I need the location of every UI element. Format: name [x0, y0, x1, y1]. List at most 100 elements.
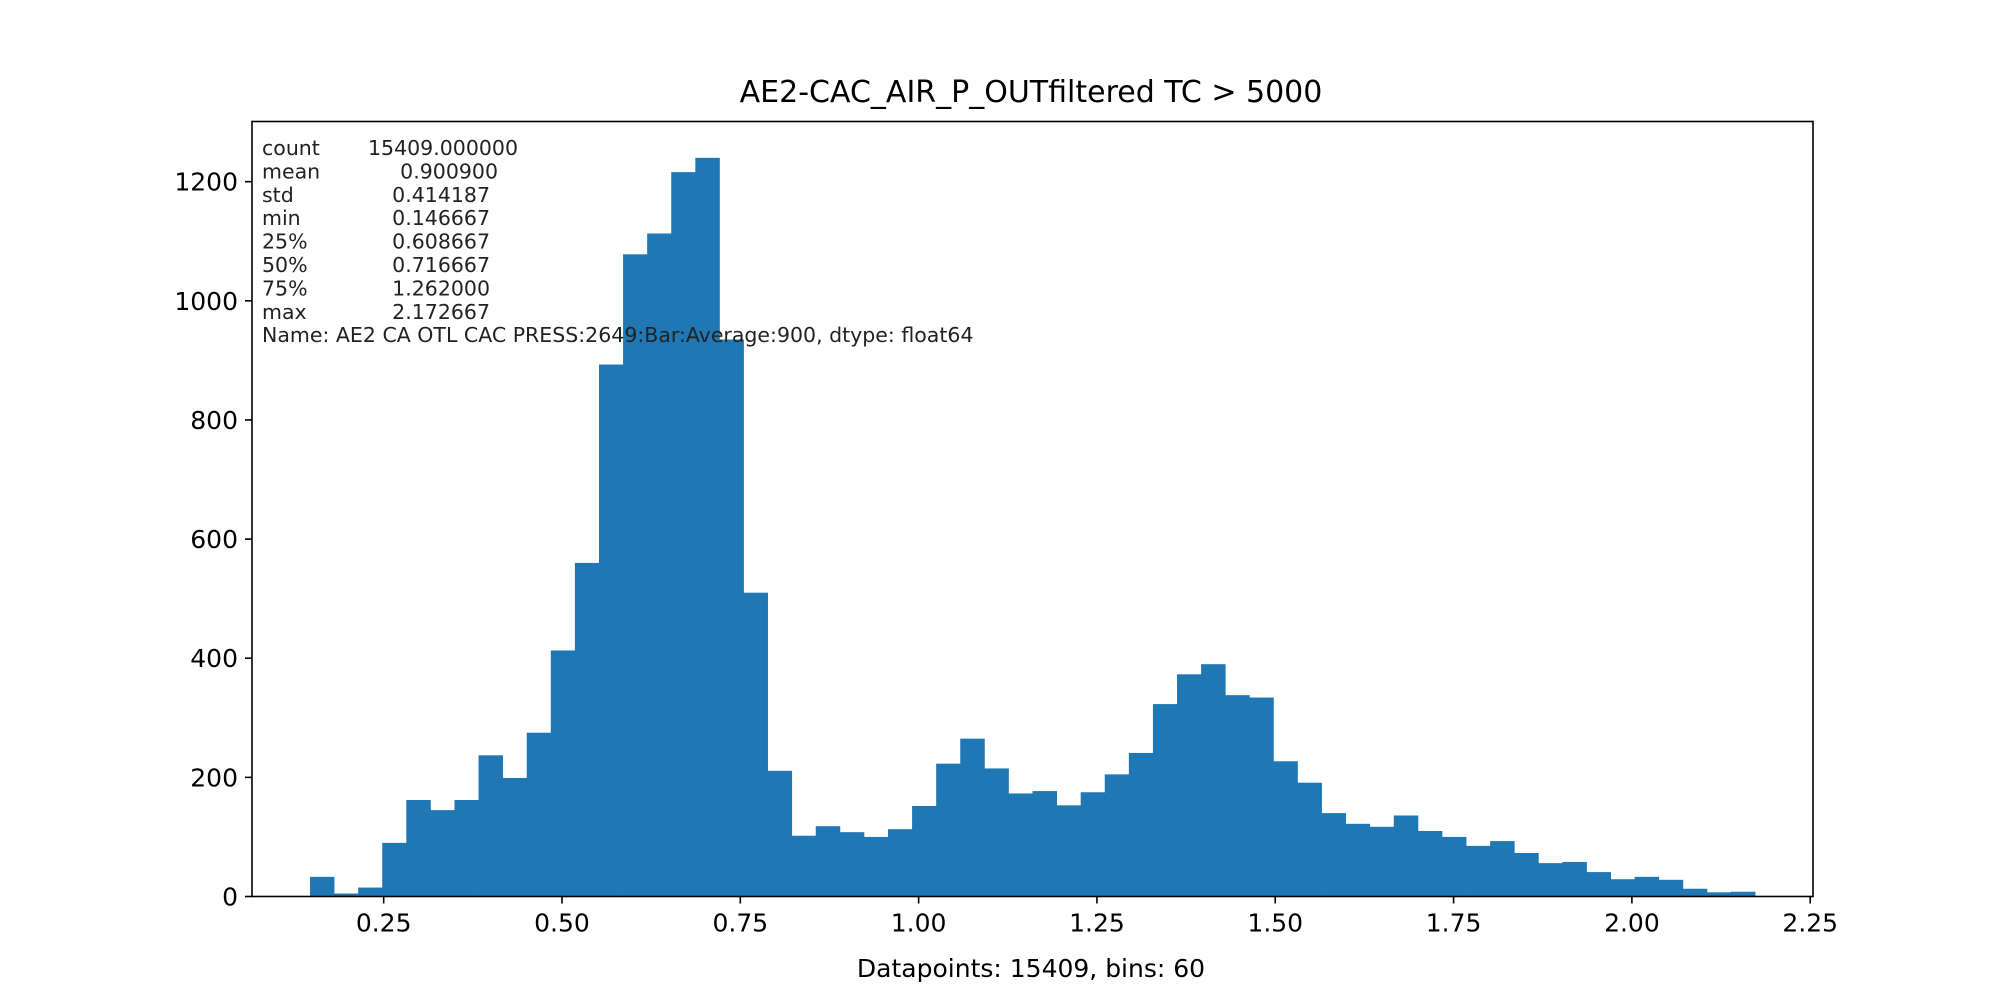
histogram-bar [1730, 891, 1756, 897]
y-tick-label: 200 [190, 763, 238, 792]
stats-key: 75% [262, 276, 308, 300]
stats-value: 0.414187 [392, 183, 490, 207]
y-axis-ticks: 0 200 400 600 800 1000 1200 [174, 168, 252, 912]
histogram-bar [1634, 876, 1660, 897]
histogram-bar [647, 233, 672, 897]
histogram-bar [598, 364, 624, 897]
histogram-bar [1152, 704, 1178, 897]
histogram-bar [888, 829, 913, 897]
stats-key: mean [262, 159, 320, 183]
histogram-bar [478, 755, 504, 897]
histogram-bar [1056, 805, 1082, 897]
chart-title: AE2-CAC_AIR_P_OUTfiltered TC > 5000 [740, 75, 1323, 110]
stats-value: 15409.000000 [368, 136, 518, 160]
histogram-bar [358, 887, 383, 897]
histogram-bar [1080, 792, 1106, 897]
x-tick-label: 1.25 [1069, 909, 1125, 938]
stats-value: 0.608667 [392, 230, 490, 254]
histogram-bar [574, 562, 600, 897]
stats-value: 0.900900 [400, 159, 498, 183]
histogram-bar [406, 799, 431, 897]
y-tick-label: 600 [190, 525, 238, 554]
histogram-bar [1008, 793, 1033, 897]
histogram-bar [1128, 752, 1154, 897]
histogram-bar [719, 339, 744, 897]
histogram-bar [550, 650, 576, 897]
y-tick-label: 1200 [174, 168, 238, 197]
stats-value: 0.146667 [392, 206, 490, 230]
x-axis-label: Datapoints: 15409, bins: 60 [857, 954, 1205, 983]
histogram-bar [1610, 879, 1636, 897]
x-tick-label: 0.50 [534, 909, 590, 938]
histogram-bar [984, 768, 1009, 897]
y-tick-label: 400 [190, 644, 238, 673]
histogram-bar [1393, 815, 1419, 897]
histogram-bar [936, 763, 961, 897]
bars-layer [309, 157, 1756, 897]
histogram-bar [382, 842, 407, 897]
histogram-bar [623, 254, 648, 897]
histogram-bar [1538, 863, 1563, 897]
x-tick-label: 2.25 [1782, 909, 1838, 938]
histogram-bar [1345, 823, 1371, 897]
x-tick-label: 2.00 [1604, 909, 1660, 938]
histogram-bar [671, 172, 696, 897]
histogram-bar [743, 592, 768, 897]
x-tick-label: 1.00 [891, 909, 947, 938]
stats-key: std [262, 183, 294, 207]
histogram-bar [334, 893, 359, 897]
histogram-bar [1249, 697, 1274, 897]
y-tick-label: 1000 [174, 287, 238, 316]
histogram-bar [695, 157, 720, 897]
x-tick-label: 1.50 [1247, 909, 1303, 938]
stats-key: 50% [262, 253, 308, 277]
histogram-bar [1177, 674, 1202, 897]
histogram-bar [1706, 892, 1732, 897]
x-tick-label: 0.75 [712, 909, 768, 938]
histogram-bar [1201, 664, 1226, 897]
histogram-bar [526, 732, 552, 897]
histogram-bar [1466, 845, 1491, 897]
stats-annotation: count 15409.000000 mean 0.900900 std 0.414187… [262, 136, 973, 347]
stats-key: 25% [262, 230, 308, 254]
histogram-bar [1514, 853, 1539, 897]
histogram-bar [309, 876, 335, 897]
histogram-bar [1658, 879, 1684, 897]
plot-frame [251, 120, 1814, 898]
stats-key: min [262, 206, 301, 230]
x-tick-label: 1.75 [1426, 909, 1482, 938]
histogram-bar [502, 777, 528, 897]
histogram-bar [1369, 826, 1395, 897]
stats-value: 0.716667 [392, 253, 490, 277]
histogram-bar [791, 835, 817, 897]
stats-key: count [262, 136, 320, 160]
histogram-bar [1225, 695, 1250, 897]
histogram-bar [839, 832, 865, 897]
histogram-bar [1586, 872, 1611, 897]
histogram-bar [454, 799, 479, 897]
histogram-bar [815, 826, 841, 897]
y-tick-label: 800 [190, 406, 238, 435]
histogram-bar [430, 810, 455, 897]
histogram-bar [1104, 774, 1130, 897]
histogram-bar [1682, 888, 1708, 897]
stats-value: 2.172667 [392, 300, 490, 324]
histogram-bar [1441, 836, 1467, 897]
histogram-bar [1562, 861, 1587, 897]
stats-footer: Name: AE2 CA OTL CAC PRESS:2649:Bar:Aver… [262, 323, 973, 347]
histogram-bar [767, 770, 793, 897]
histogram-bar [1490, 841, 1515, 897]
histogram-bar [912, 805, 937, 897]
histogram-bar [1032, 791, 1057, 897]
histogram-bar [1417, 830, 1443, 897]
x-tick-label: 0.25 [356, 909, 412, 938]
x-axis-ticks: 0.25 0.50 0.75 1.00 1.25 1.50 1.75 2.00 2.25 [356, 896, 1838, 938]
histogram-bar [863, 836, 889, 897]
histogram-bar [1321, 813, 1347, 897]
histogram-bar [1297, 782, 1322, 897]
stats-key: max [262, 300, 307, 324]
stats-value: 1.262000 [392, 276, 490, 300]
histogram-bar [960, 738, 985, 897]
y-tick-label: 0 [222, 883, 238, 912]
